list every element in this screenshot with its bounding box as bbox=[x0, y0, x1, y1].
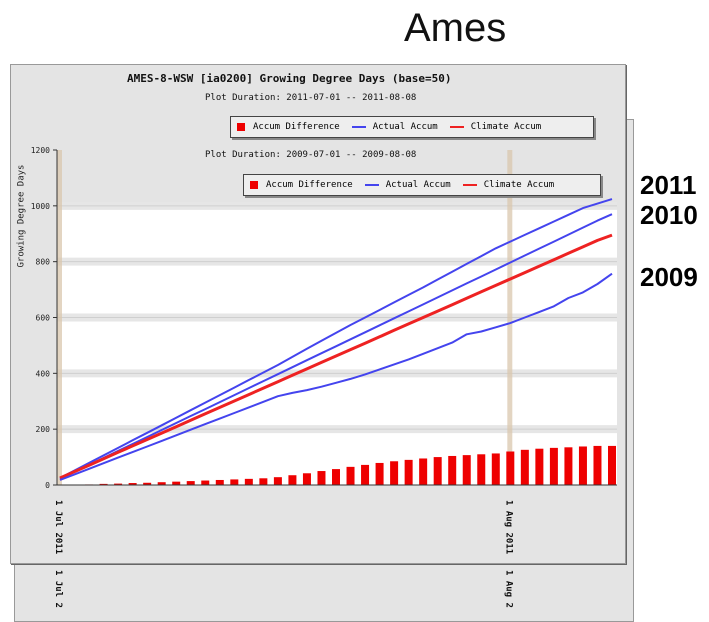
legend-actual-swatch bbox=[351, 126, 366, 128]
actual-accum-line-2011 bbox=[59, 198, 613, 479]
x-tick-label: 1 Jul 2 bbox=[53, 570, 63, 608]
diff-bar bbox=[419, 458, 428, 485]
diff-bar bbox=[332, 469, 340, 485]
diff-bar bbox=[99, 483, 108, 485]
diff-bar bbox=[157, 482, 166, 485]
month-marker-band bbox=[507, 150, 513, 485]
diff-bar bbox=[520, 449, 529, 485]
year-label-2009: 2009 bbox=[640, 262, 698, 292]
x-tick-label: 1 Jul 2011 bbox=[53, 500, 63, 554]
diff-bar bbox=[186, 481, 195, 485]
y-axis-label: Growing Degree Days bbox=[16, 164, 27, 268]
plot-duration-2011: Plot Duration: 2011-07-01 -- 2011-08-08 bbox=[205, 93, 417, 103]
diff-bar bbox=[477, 454, 486, 485]
diff-bar bbox=[230, 479, 239, 485]
diff-bar bbox=[346, 466, 355, 485]
legend-diff-label: Accum Difference bbox=[266, 180, 353, 190]
legend-climate-label: Climate Accum bbox=[470, 122, 542, 132]
y-tick-label: 0 bbox=[45, 481, 50, 490]
legend-diff-label: Accum Difference bbox=[253, 122, 340, 132]
diff-bar bbox=[259, 478, 268, 485]
diff-bar bbox=[361, 464, 370, 485]
year-label-2010: 2010 bbox=[640, 200, 698, 230]
plot-duration-2009: Plot Duration: 2009-07-01 -- 2009-08-08 bbox=[205, 150, 417, 160]
diff-bar bbox=[433, 457, 442, 485]
diff-bar bbox=[273, 477, 282, 485]
y-tick-label: 600 bbox=[36, 314, 51, 323]
diff-bar bbox=[215, 479, 224, 485]
actual-accum-line-2009 bbox=[59, 272, 613, 481]
legend-actual-swatch bbox=[364, 184, 379, 186]
diff-bar bbox=[390, 461, 399, 485]
y-tick-label: 1000 bbox=[31, 202, 50, 211]
diff-bar bbox=[404, 459, 413, 485]
legend-actual-label: Actual Accum bbox=[385, 180, 451, 190]
diff-bar bbox=[506, 451, 515, 485]
diff-bar bbox=[462, 455, 471, 485]
diff-bar bbox=[201, 480, 210, 485]
legend-actual-label: Actual Accum bbox=[372, 122, 438, 132]
year-label-2011: 2011 bbox=[640, 170, 697, 200]
diff-bar bbox=[578, 446, 587, 485]
diff-bar bbox=[549, 447, 558, 485]
climate-accum-line bbox=[59, 233, 613, 480]
diff-bar bbox=[172, 481, 181, 485]
y-tick-label: 1200 bbox=[31, 146, 50, 155]
diff-bar bbox=[593, 445, 602, 485]
x-tick-label: 1 Aug 2011 bbox=[503, 500, 513, 554]
diff-bar bbox=[564, 447, 573, 485]
month-marker-band bbox=[57, 150, 62, 485]
legend-2011: Accum Difference Actual Accum Climate Ac… bbox=[230, 116, 594, 138]
diff-bar bbox=[288, 475, 297, 485]
diff-bar bbox=[244, 478, 253, 485]
y-tick-label: 200 bbox=[36, 425, 51, 434]
legend-climate-label: Climate Accum bbox=[483, 180, 555, 190]
legend-climate-swatch bbox=[449, 126, 464, 128]
legend-diff-swatch bbox=[237, 123, 245, 131]
page-title: Ames bbox=[404, 6, 507, 50]
diff-bar bbox=[302, 473, 311, 485]
diff-bar bbox=[375, 462, 384, 485]
diff-bar bbox=[114, 483, 123, 485]
legend-climate-swatch bbox=[462, 184, 477, 186]
diff-bar bbox=[143, 482, 152, 485]
diff-bar bbox=[128, 483, 137, 485]
y-tick-label: 400 bbox=[36, 369, 51, 378]
diff-bar bbox=[448, 455, 457, 485]
chart-title: AMES-8-WSW [ia0200] Growing Degree Days … bbox=[127, 72, 452, 85]
diff-bar bbox=[317, 471, 326, 485]
legend-2009: Accum Difference Actual Accum Climate Ac… bbox=[243, 174, 601, 196]
y-tick-label: 800 bbox=[36, 258, 51, 267]
diff-bar bbox=[491, 453, 500, 485]
legend-diff-swatch bbox=[250, 181, 258, 189]
x-tick-label: 1 Aug 2 bbox=[503, 570, 513, 608]
diff-bar bbox=[608, 445, 616, 485]
actual-accum-line-2010 bbox=[59, 213, 613, 480]
diff-bar bbox=[535, 448, 544, 485]
